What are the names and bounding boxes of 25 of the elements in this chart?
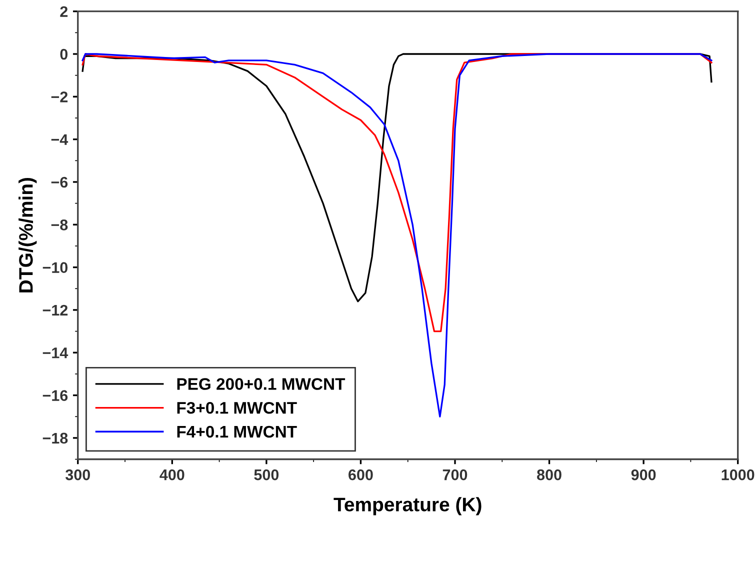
x-tick-label: 400: [160, 469, 184, 480]
y-tick-label: −6: [51, 176, 68, 188]
x-tick-label: 700: [442, 469, 468, 480]
x-tick-label: 600: [348, 469, 373, 480]
x-tick-label: 1000: [722, 469, 754, 480]
x-tick-label: 800: [537, 469, 562, 480]
legend-label: PEG 200+0.1 MWCNT: [177, 378, 346, 390]
x-tick-label: 900: [631, 469, 656, 480]
y-axis-title: DTG/(%/min): [18, 178, 37, 292]
line-series: [82, 53, 712, 418]
y-tick-label: −18: [42, 432, 68, 444]
y-tick-label: −10: [42, 262, 68, 273]
x-tick-label: 300: [65, 469, 90, 480]
y-tick-label: −14: [42, 348, 68, 358]
legend-label: F3+0.1 MWCNT: [177, 402, 297, 414]
y-tick-label: −4: [51, 134, 68, 145]
y-tick-label: −12: [42, 304, 68, 316]
y-tick-label: −16: [42, 390, 68, 401]
y-tick-label: −8: [51, 220, 68, 230]
x-axis-title: Temperature (K): [334, 497, 482, 516]
y-tick-label: −2: [51, 92, 68, 102]
legend-label: F4+0.1 MWCNT: [177, 426, 297, 438]
x-tick-label: 500: [254, 469, 279, 480]
y-tick-label: 2: [60, 6, 68, 17]
y-tick-label: 0: [60, 48, 68, 60]
